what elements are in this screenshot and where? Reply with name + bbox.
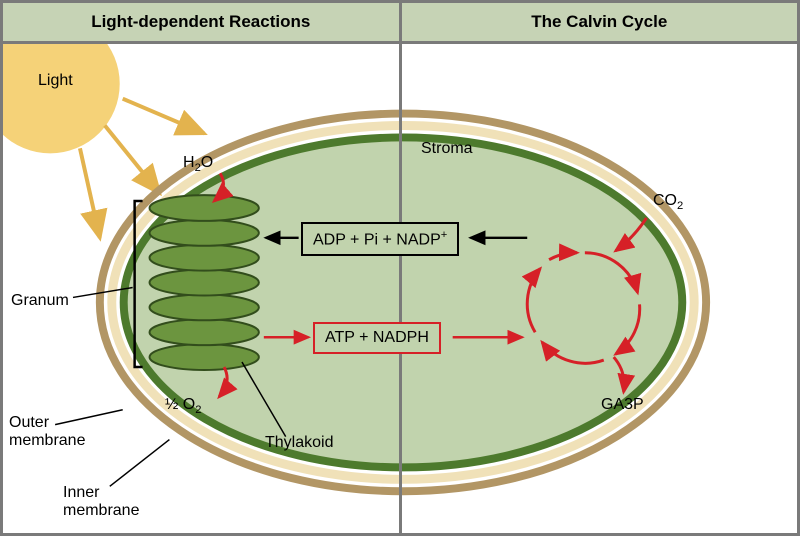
o2-label: ½ O2	[165, 396, 201, 416]
stroma-label: Stroma	[421, 140, 473, 158]
sun-ray	[123, 99, 205, 134]
thylakoid-label: Thylakoid	[265, 434, 333, 452]
ga3p-label: GA3P	[601, 396, 644, 414]
light-label: Light	[38, 72, 73, 90]
adp-box: ADP + Pi + NADP+	[301, 222, 459, 256]
co2-label: CO2	[653, 192, 683, 212]
header-left: Light-dependent Reactions	[3, 3, 402, 41]
outer-membrane-label: Outermembrane	[9, 414, 85, 449]
atp-box: ATP + NADPH	[313, 322, 441, 354]
header-right: The Calvin Cycle	[402, 3, 798, 41]
inner-membrane-label: Innermembrane	[63, 484, 139, 519]
center-divider	[399, 44, 402, 533]
sun-icon	[3, 44, 120, 153]
sun-ray	[105, 126, 160, 194]
sun-ray	[80, 148, 100, 237]
h2o-label: H2O	[183, 154, 213, 174]
inner-pointer	[110, 440, 170, 487]
granum-label: Granum	[11, 292, 69, 310]
